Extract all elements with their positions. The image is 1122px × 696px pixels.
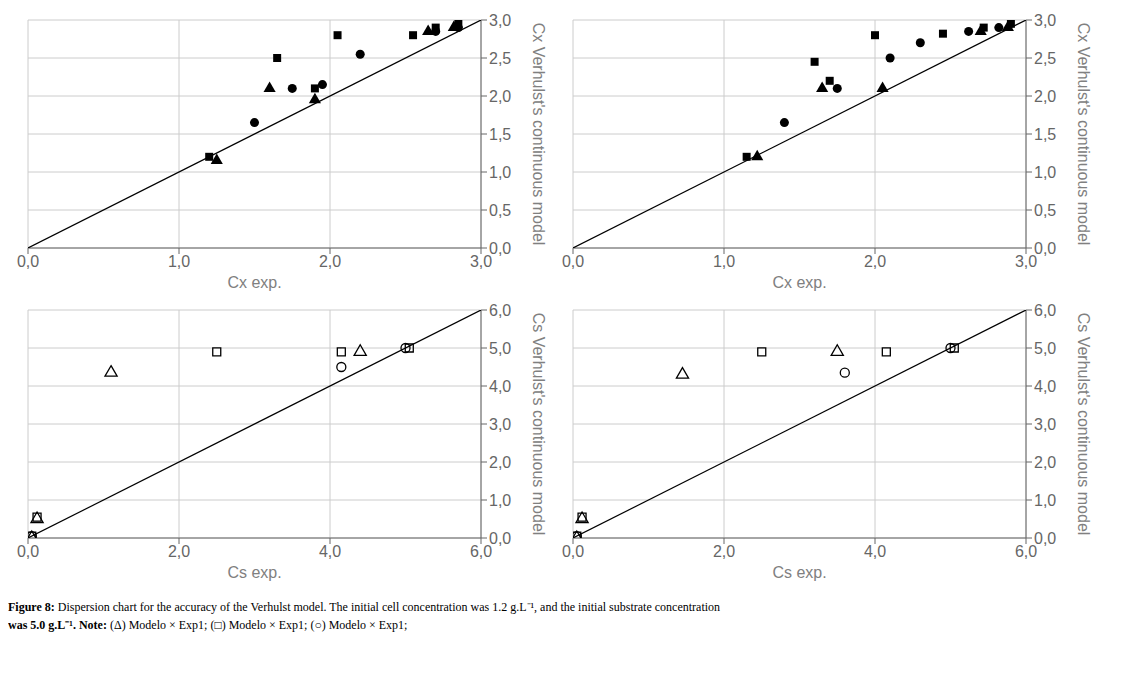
svg-text:2,0: 2,0 [1034, 454, 1056, 471]
svg-text:6,0: 6,0 [489, 302, 511, 319]
svg-text:Cs exp.: Cs exp. [772, 564, 826, 581]
svg-text:1,5: 1,5 [489, 126, 511, 143]
svg-text:2,0: 2,0 [168, 543, 190, 560]
svg-text:5,0: 5,0 [1034, 340, 1056, 357]
svg-text:2,0: 2,0 [1034, 88, 1056, 105]
html-text:was 5.0 g.L⁻¹. Note: (Δ) Model: was 5.0 g.L⁻¹. Note: (Δ) Modelo × Exp1; … [8, 618, 408, 632]
svg-text:4,0: 4,0 [1034, 378, 1056, 395]
svg-text:2,0: 2,0 [319, 253, 341, 270]
svg-text:1,5: 1,5 [1034, 126, 1056, 143]
svg-text:6,0: 6,0 [469, 543, 493, 561]
svg-text:3,0: 3,0 [489, 416, 511, 433]
svg-text:4,0: 4,0 [864, 543, 886, 560]
svg-text:0,0: 0,0 [1034, 530, 1056, 547]
svg-text:Cx Verhulst's continuous model: Cx Verhulst's continuous model [530, 23, 547, 246]
svg-text:Cs Verhulst's continuous model: Cs Verhulst's continuous model [530, 313, 547, 536]
svg-text:1,0: 1,0 [489, 164, 511, 181]
svg-text:0,0: 0,0 [17, 543, 39, 560]
html-text:Figure 8: Dispersion chart for: Figure 8: Dispersion chart for the accur… [8, 600, 721, 614]
svg-text:3,0: 3,0 [1034, 416, 1056, 433]
svg-text:3,0: 3,0 [469, 253, 493, 271]
svg-text:2,5: 2,5 [1034, 50, 1056, 67]
svg-text:0,0: 0,0 [489, 240, 511, 257]
svg-text:0,0: 0,0 [1034, 240, 1056, 257]
svg-text:Cx Verhulst's continuous model: Cx Verhulst's continuous model [1075, 23, 1092, 246]
svg-text:1,0: 1,0 [1034, 492, 1056, 509]
svg-text:0,0: 0,0 [562, 543, 584, 560]
svg-text:3,0: 3,0 [489, 12, 511, 29]
svg-text:1,0: 1,0 [168, 253, 190, 270]
svg-text:1,0: 1,0 [1034, 164, 1056, 181]
svg-text:Cs exp.: Cs exp. [227, 564, 281, 581]
svg-text:4,0: 4,0 [319, 543, 341, 560]
svg-text:2,5: 2,5 [489, 50, 511, 67]
svg-text:0,5: 0,5 [1034, 202, 1056, 219]
svg-text:6,0: 6,0 [1034, 302, 1056, 319]
svg-text:5,0: 5,0 [489, 340, 511, 357]
svg-text:1,0: 1,0 [713, 253, 735, 270]
svg-text:2,0: 2,0 [713, 543, 735, 560]
svg-text:0,0: 0,0 [562, 253, 584, 270]
svg-text:3,0: 3,0 [1014, 253, 1038, 271]
svg-text:1,0: 1,0 [489, 492, 511, 509]
svg-text:2,0: 2,0 [489, 88, 511, 105]
svg-text:2,0: 2,0 [864, 253, 886, 270]
svg-text:0,0: 0,0 [17, 253, 39, 270]
svg-text:0,5: 0,5 [489, 202, 511, 219]
svg-text:4,0: 4,0 [489, 378, 511, 395]
svg-text:6,0: 6,0 [1014, 543, 1038, 561]
svg-text:Cx exp.: Cx exp. [772, 274, 826, 291]
svg-text:0,0: 0,0 [489, 530, 511, 547]
svg-text:Cx exp.: Cx exp. [227, 274, 281, 291]
svg-text:2,0: 2,0 [489, 454, 511, 471]
svg-text:Cs Verhulst's continuous model: Cs Verhulst's continuous model [1075, 313, 1092, 536]
svg-text:3,0: 3,0 [1034, 12, 1056, 29]
